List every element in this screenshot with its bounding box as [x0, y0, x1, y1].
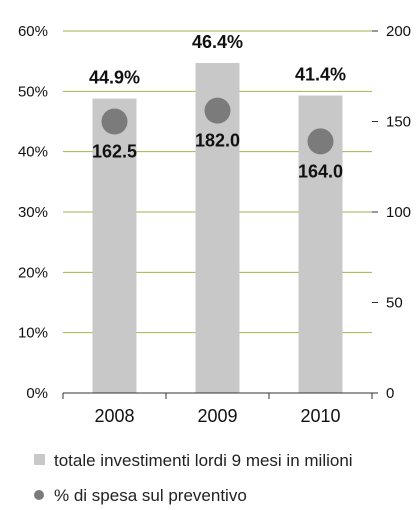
- tick-labels: 0% 10% 20% 30% 40% 50% 60% 0 50 100 150 200 2008 2009…: [18, 23, 411, 426]
- marker-point: [307, 128, 334, 155]
- right-axis-tick-label: 200: [386, 23, 411, 40]
- legend-swatch-bar: [34, 454, 45, 465]
- bar-value-label: 44.9%: [89, 68, 140, 88]
- bar-value-label: 41.4%: [295, 65, 346, 85]
- legend-swatch-marker: [34, 490, 44, 500]
- left-axis-tick-label: 30%: [18, 204, 48, 221]
- bar: [92, 98, 137, 393]
- marker-point: [204, 97, 231, 124]
- axes: [62, 30, 378, 399]
- right-axis-tick-label: 50: [386, 295, 403, 312]
- left-axis-tick-label: 50%: [18, 83, 48, 100]
- category-label: 2010: [300, 406, 340, 426]
- category-label: 2008: [94, 406, 134, 426]
- right-axis-tick-label: 0: [386, 385, 394, 402]
- marker-value-label: 182.0: [195, 131, 240, 151]
- legend-label-bar: totale investimenti lordi 9 mesi in mili…: [54, 451, 353, 470]
- legend: totale investimenti lordi 9 mesi in mili…: [34, 451, 353, 505]
- left-axis-tick-label: 20%: [18, 264, 48, 281]
- bar-value-label: 46.4%: [192, 32, 243, 52]
- left-axis-tick-label: 60%: [18, 23, 48, 40]
- left-axis-tick-label: 40%: [18, 144, 48, 161]
- marker-value-label: 164.0: [298, 161, 343, 181]
- marker-value-label: 162.5: [92, 142, 137, 162]
- data-labels: 44.9% 46.4% 41.4% 162.5 182.0 164.0: [89, 32, 346, 181]
- left-axis-tick-label: 0%: [26, 385, 48, 402]
- legend-label-marker: % di spesa sul preventivo: [54, 486, 247, 505]
- left-axis-tick-label: 10%: [18, 325, 48, 342]
- right-axis-tick-label: 100: [386, 204, 411, 221]
- marker-point: [101, 108, 128, 135]
- markers: [101, 97, 334, 155]
- right-axis-tick-label: 150: [386, 114, 411, 131]
- category-label: 2009: [197, 406, 237, 426]
